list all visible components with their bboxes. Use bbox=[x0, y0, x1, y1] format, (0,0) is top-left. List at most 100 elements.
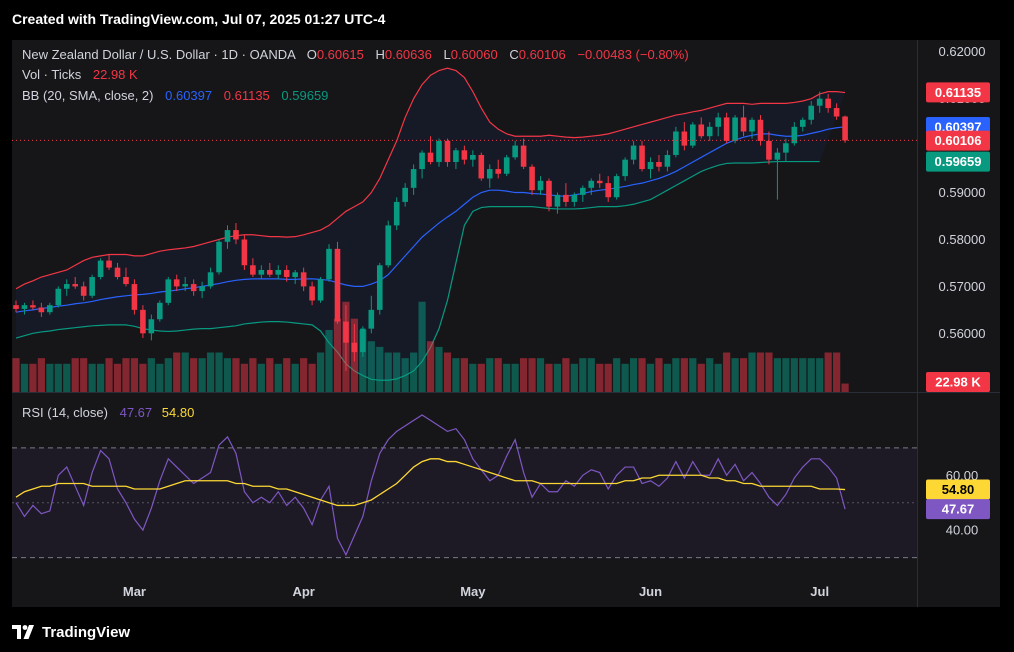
volume-bar bbox=[443, 352, 452, 392]
volume-bar bbox=[604, 363, 612, 392]
footer: TradingView bbox=[12, 620, 130, 644]
volume-bar bbox=[824, 352, 832, 392]
volume-bar bbox=[105, 358, 113, 392]
volume-bar bbox=[782, 358, 790, 392]
rsi-tag: 54.80 bbox=[942, 482, 975, 497]
volume-bar bbox=[12, 358, 20, 392]
top-bar: Created with TradingView.com, Jul 07, 20… bbox=[0, 0, 1014, 40]
bb-fill bbox=[16, 68, 846, 381]
volume-bar bbox=[511, 363, 519, 392]
chart[interactable]: 0.620000.610000.600000.590000.580000.570… bbox=[12, 40, 1000, 607]
volume-bar bbox=[655, 358, 663, 392]
volume-bar bbox=[689, 358, 697, 392]
price-tick-label: 0.62000 bbox=[939, 44, 986, 59]
volume-bar bbox=[697, 363, 705, 392]
volume-bar bbox=[223, 358, 232, 392]
volume-bar bbox=[291, 363, 299, 392]
candle-body bbox=[706, 126, 713, 137]
rsi-tag-bg bbox=[926, 479, 990, 500]
candle-body bbox=[97, 260, 104, 278]
price-tag-bg bbox=[926, 82, 990, 103]
candle-body bbox=[63, 284, 70, 289]
volume-bar bbox=[46, 363, 54, 392]
volume-bar bbox=[249, 358, 257, 392]
footer-brand[interactable]: TradingView bbox=[42, 623, 131, 641]
low-label: L bbox=[443, 47, 450, 62]
candle-body bbox=[580, 187, 586, 195]
candle-body bbox=[503, 157, 510, 174]
volume-tag-bg bbox=[926, 372, 990, 392]
volume-bar bbox=[587, 358, 595, 392]
candle-body bbox=[72, 284, 79, 287]
price-tag: 0.59659 bbox=[935, 154, 982, 169]
volume-bar bbox=[452, 358, 460, 392]
rsi-legend[interactable]: RSI (14, close) 47.67 54.80 bbox=[22, 405, 194, 420]
rsi-legend-label: RSI (14, close) bbox=[22, 405, 108, 420]
candle-body bbox=[80, 286, 87, 296]
volume-bar bbox=[164, 358, 172, 392]
volume-bar bbox=[300, 358, 308, 392]
candle-body bbox=[368, 309, 375, 329]
created-with-text: Created with TradingView.com, Jul 07, 20… bbox=[12, 11, 386, 27]
tradingview-logo-icon bbox=[12, 625, 34, 639]
volume-bar bbox=[790, 358, 798, 392]
time-axis-label: Mar bbox=[123, 584, 146, 599]
volume-bar bbox=[562, 358, 570, 392]
high-value: 0.60636 bbox=[385, 47, 432, 62]
candle-body bbox=[461, 150, 468, 160]
candle-body bbox=[275, 269, 282, 275]
volume-bar bbox=[97, 363, 105, 392]
candle-body bbox=[283, 269, 290, 278]
candle-body bbox=[605, 183, 611, 198]
time-axis[interactable]: Mar Apr May Jun Jul bbox=[123, 584, 829, 599]
volume-bar bbox=[113, 363, 122, 392]
candle-body bbox=[241, 239, 248, 266]
rsi-axis[interactable]: 60.00 40.00 bbox=[946, 468, 979, 538]
volume-legend[interactable]: Vol · Ticks 22.98 K bbox=[22, 67, 138, 82]
volume-bar bbox=[570, 363, 578, 392]
bb-legend[interactable]: BB (20, SMA, close, 2) 0.60397 0.61135 0… bbox=[22, 88, 328, 103]
volume-bar bbox=[756, 352, 765, 392]
volume-bar bbox=[29, 363, 37, 392]
candle-body bbox=[224, 230, 231, 242]
volume-bar bbox=[384, 352, 392, 392]
candle-body bbox=[816, 98, 823, 106]
volume-bar bbox=[333, 318, 342, 392]
candle-body bbox=[360, 328, 366, 353]
candle-body bbox=[258, 269, 265, 275]
candle-body bbox=[690, 124, 696, 146]
volume-bar bbox=[147, 358, 155, 392]
candle-body bbox=[140, 309, 146, 334]
price-tag-bg bbox=[926, 151, 990, 172]
bb-basis-line bbox=[15, 126, 846, 313]
volume-bar bbox=[283, 358, 291, 392]
rsi-tag: 47.67 bbox=[942, 502, 975, 517]
volume-bar bbox=[156, 363, 164, 392]
rsi-legend-value: 47.67 bbox=[120, 405, 153, 420]
volume-bar bbox=[528, 358, 536, 392]
candle-body bbox=[317, 279, 324, 301]
candle-body bbox=[799, 119, 806, 127]
candle-body bbox=[292, 272, 298, 278]
candles bbox=[13, 91, 848, 371]
candle-body bbox=[444, 140, 451, 163]
candle-body bbox=[123, 277, 129, 285]
candle-body bbox=[470, 154, 476, 160]
candle-body bbox=[478, 154, 485, 179]
volume-tag: 22.98 K bbox=[935, 375, 981, 390]
volume-bar bbox=[545, 363, 553, 392]
candle-body bbox=[216, 241, 222, 273]
volume-bar bbox=[723, 352, 731, 392]
volume-bar bbox=[672, 358, 680, 392]
volume-bar bbox=[198, 358, 206, 392]
chart-background bbox=[12, 40, 1000, 607]
candle-body bbox=[199, 286, 205, 292]
price-tag: 0.61135 bbox=[935, 85, 981, 100]
high-label: H bbox=[375, 47, 384, 62]
candle-body bbox=[376, 265, 383, 310]
price-tick-label: 0.59000 bbox=[939, 185, 986, 200]
volume-bar bbox=[663, 363, 672, 392]
volume-bar bbox=[816, 358, 824, 392]
volume-bar bbox=[748, 352, 756, 392]
symbol-legend[interactable]: New Zealand Dollar / U.S. Dollar · 1D · … bbox=[22, 47, 689, 62]
